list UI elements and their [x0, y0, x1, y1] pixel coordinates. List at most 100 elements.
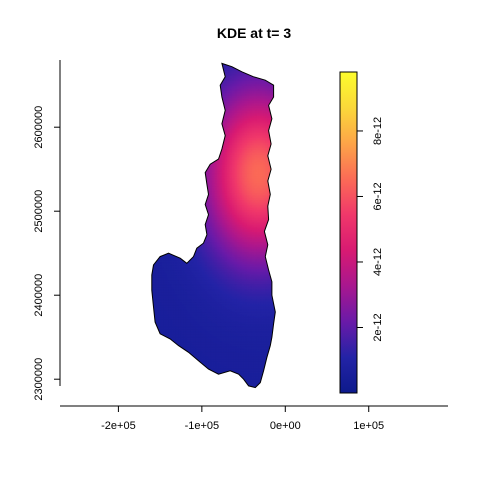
density-cell — [230, 350, 233, 353]
density-cell — [226, 369, 230, 372]
density-cell — [155, 348, 158, 352]
density-cell — [163, 369, 166, 372]
density-cell — [163, 350, 166, 353]
density-cell — [235, 359, 238, 362]
density-cell — [210, 343, 213, 347]
density-cell — [205, 379, 208, 382]
density-cell — [211, 337, 215, 340]
density-cell — [156, 360, 160, 363]
density-cell — [173, 364, 176, 367]
density-cell — [176, 333, 180, 337]
density-cell — [265, 374, 268, 377]
density-cell — [246, 380, 250, 384]
density-cell — [168, 350, 171, 353]
density-cell — [258, 335, 261, 338]
density-cell — [211, 352, 215, 355]
density-cell — [176, 375, 180, 379]
density-cell — [178, 357, 181, 360]
density-cell — [275, 335, 276, 338]
density-cell — [206, 357, 210, 360]
density-cell — [221, 382, 225, 385]
density-cell — [180, 357, 183, 360]
density-cell — [206, 355, 210, 358]
density-cell — [236, 337, 240, 340]
density-cell — [246, 357, 250, 360]
density-cell — [213, 362, 216, 365]
density-cell — [153, 330, 156, 333]
density-cell — [178, 333, 181, 337]
density-cell — [238, 367, 241, 370]
density-cell — [241, 364, 245, 367]
density-cell — [265, 384, 268, 387]
density-cell — [176, 379, 180, 382]
density-cell — [156, 375, 160, 379]
density-cell — [273, 283, 276, 286]
density-cell — [153, 335, 156, 338]
density-cell — [176, 335, 180, 338]
density-cell — [236, 350, 240, 353]
density-cell — [228, 377, 231, 380]
density-cell — [235, 355, 238, 358]
density-cell — [175, 350, 178, 353]
density-cell — [248, 337, 251, 340]
density-cell — [193, 362, 196, 365]
density-cell — [183, 357, 186, 360]
density-cell — [173, 372, 176, 375]
density-cell — [186, 342, 190, 345]
density-cell — [176, 357, 180, 360]
density-cell — [225, 338, 228, 342]
density-cell — [250, 338, 253, 342]
density-cell — [270, 379, 273, 382]
density-cell — [273, 340, 276, 343]
density-cell — [218, 362, 221, 365]
density-cell — [206, 382, 210, 385]
density-cell — [151, 372, 155, 375]
density-cell — [273, 342, 276, 345]
density-cell — [161, 385, 165, 388]
density-cell — [195, 354, 198, 357]
density-cell — [206, 345, 210, 348]
density-cell — [245, 352, 248, 355]
density-cell — [185, 338, 188, 342]
density-cell — [156, 370, 160, 374]
density-cell — [225, 362, 228, 365]
density-cell — [228, 375, 231, 379]
density-cell — [268, 355, 271, 358]
density-cell — [211, 359, 215, 362]
density-cell — [246, 355, 250, 358]
density-cell — [248, 364, 251, 367]
density-cell — [243, 338, 246, 342]
density-cell — [181, 357, 185, 360]
density-cell — [153, 379, 156, 382]
density-cell — [251, 380, 255, 384]
density-cell — [270, 362, 273, 365]
density-cell — [246, 360, 250, 363]
density-cell — [271, 276, 275, 279]
density-cell — [156, 342, 160, 345]
density-cell — [211, 338, 215, 342]
density-cell — [245, 340, 248, 343]
density-cell — [265, 345, 268, 348]
density-cell — [228, 355, 231, 358]
density-cell — [245, 347, 248, 350]
density-cell — [163, 370, 166, 374]
density-cell — [156, 365, 160, 369]
density-cell — [208, 354, 211, 357]
density-cell — [196, 350, 200, 353]
density-cell — [241, 350, 245, 353]
density-cell — [256, 347, 260, 350]
density-cell — [220, 375, 223, 379]
density-cell — [196, 345, 200, 348]
density-cell — [218, 385, 221, 388]
density-cell — [260, 372, 263, 375]
density-cell — [260, 355, 263, 358]
density-cell — [165, 364, 168, 367]
density-cell — [245, 355, 248, 358]
density-cell — [238, 372, 241, 375]
density-cell — [235, 340, 238, 343]
density-cell — [193, 375, 196, 379]
density-cell — [223, 335, 226, 338]
density-cell — [225, 337, 228, 340]
density-cell — [168, 357, 171, 360]
density-cell — [255, 375, 258, 379]
